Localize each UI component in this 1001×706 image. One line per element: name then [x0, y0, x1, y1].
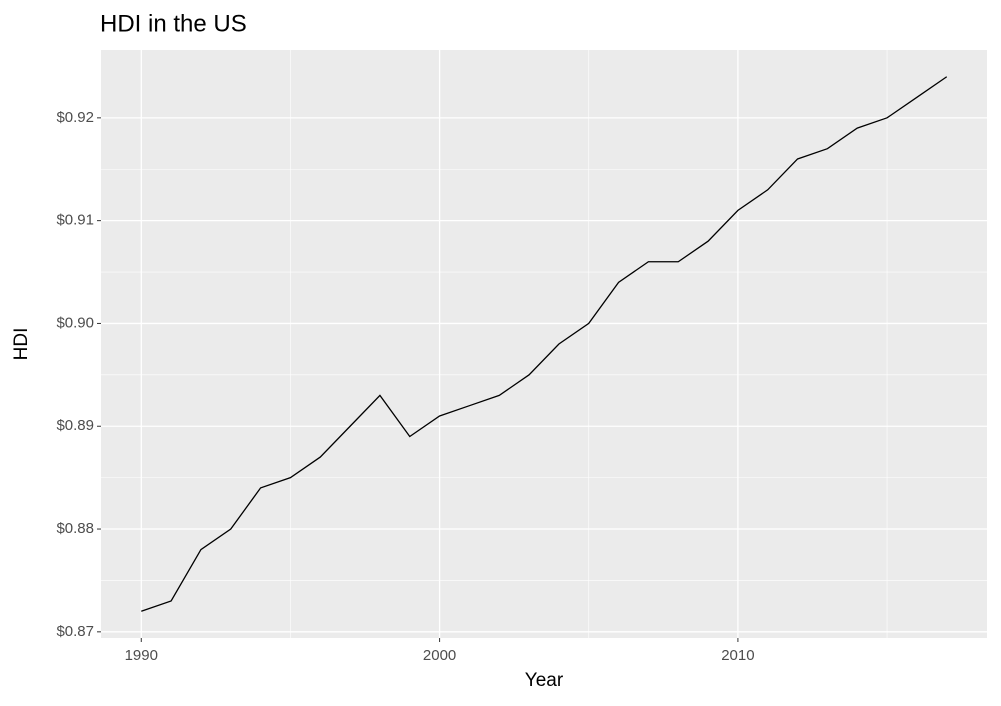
chart-title: HDI in the US — [100, 10, 247, 37]
y-tick-label: $0.89 — [56, 417, 94, 434]
y-tick-label: $0.91 — [56, 212, 94, 229]
y-tick-label: $0.92 — [56, 109, 94, 126]
plot-panel — [101, 50, 987, 638]
x-tick-label: 2010 — [721, 647, 754, 664]
line-series — [141, 76, 948, 612]
y-axis-title: HDI — [11, 328, 32, 361]
y-tick-label: $0.88 — [56, 520, 94, 537]
x-axis-title: Year — [525, 670, 564, 691]
y-tick-label: $0.87 — [56, 623, 94, 640]
x-tick-label: 2000 — [423, 647, 456, 664]
x-tick-label: 1990 — [125, 647, 158, 664]
y-tick-label: $0.90 — [56, 314, 94, 331]
